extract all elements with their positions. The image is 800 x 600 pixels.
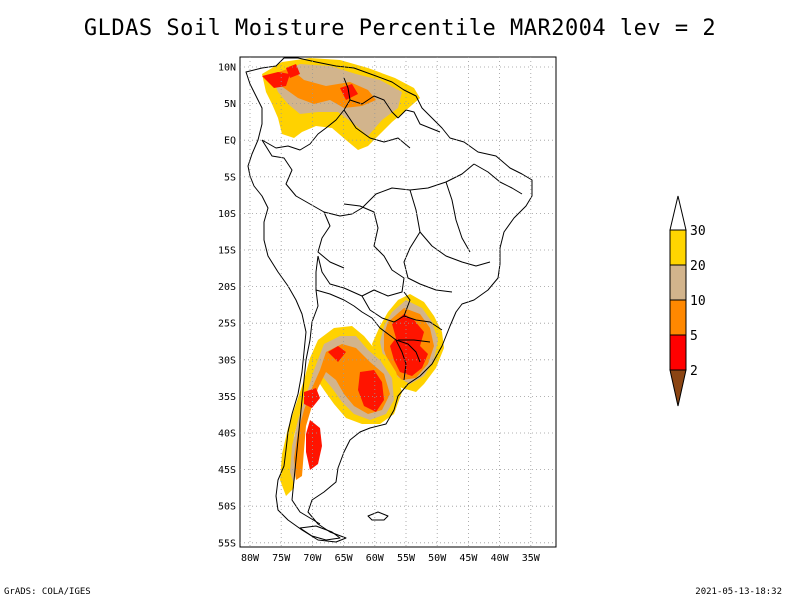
lon-tick-label: 45W — [459, 553, 478, 564]
colorbar-labels: 30 20 10 5 2 — [690, 224, 706, 379]
tierra-del-fuego — [299, 525, 341, 541]
border-ecuador-peru — [261, 139, 363, 217]
border-bolivia — [317, 203, 405, 297]
border-brazil-internal-1 — [361, 163, 475, 209]
colorbar-box-20 — [669, 264, 687, 301]
latitude-axis: 10N 5N EQ 5S 10S 15S 20S 25S 30S 35S 40S 45S 50S 55S — [218, 63, 236, 550]
lon-tick-label: 80W — [241, 553, 260, 564]
shade-north-red-1 — [262, 72, 290, 88]
longitude-axis: 80W 75W 70W 65W 60W 55W 50W 45W 40W 35W — [241, 553, 541, 564]
colorbar-below-arrow — [669, 369, 687, 407]
lat-tick-label: 5N — [224, 99, 236, 110]
colorbar-label: 30 — [690, 224, 706, 239]
lat-tick-label: 30S — [218, 355, 236, 366]
lat-tick-label: EQ — [224, 136, 236, 147]
lon-tick-label: 35W — [522, 553, 541, 564]
colorbar — [669, 195, 687, 407]
shade-arg-red-3 — [304, 388, 320, 408]
lat-tick-label: 25S — [218, 319, 236, 330]
colorbar-label: 10 — [690, 294, 706, 309]
footer-timestamp: 2021-05-13-18:32 — [695, 587, 782, 597]
border-brazil-internal-4 — [473, 163, 523, 195]
border-guianas — [397, 109, 441, 133]
border-brazil-internal-7 — [398, 339, 431, 343]
grid-lines — [240, 57, 556, 547]
lon-tick-label: 65W — [335, 553, 354, 564]
footer-credit: GrADS: COLA/IGES — [4, 587, 91, 597]
border-chile-argentina — [291, 289, 321, 525]
lon-tick-label: 40W — [491, 553, 510, 564]
colorbar-box-30 — [669, 229, 687, 266]
border-peru-chile — [315, 255, 319, 290]
falkland-islands — [367, 511, 389, 521]
border-uruguay — [395, 339, 407, 381]
lon-tick-label: 50W — [428, 553, 447, 564]
shade-arg-red-4 — [328, 346, 346, 362]
border-brazil-internal-3 — [445, 181, 471, 253]
border-brazil-internal-2 — [409, 189, 491, 267]
lon-tick-label: 60W — [366, 553, 385, 564]
lat-tick-label: 35S — [218, 392, 236, 403]
colorbar-box-5 — [669, 334, 687, 371]
shade-arg-red-2 — [306, 420, 322, 470]
lat-tick-label: 50S — [218, 502, 236, 513]
border-peru-brazil — [317, 211, 345, 269]
colorbar-above-arrow — [669, 195, 687, 231]
lat-tick-label: 45S — [218, 465, 236, 476]
lat-tick-label: 20S — [218, 282, 236, 293]
coastline — [245, 57, 533, 543]
border-colombia — [261, 77, 351, 151]
border-paraguay — [361, 291, 411, 323]
border-brazil-internal-5 — [403, 231, 453, 293]
border-brazil-internal-6 — [403, 315, 443, 331]
colorbar-label: 20 — [690, 259, 706, 274]
map-title: GLDAS Soil Moisture Percentile MAR2004 l… — [83, 16, 717, 41]
lat-tick-label: 15S — [218, 246, 236, 257]
lat-tick-label: 10S — [218, 209, 236, 220]
lat-tick-label: 10N — [218, 63, 236, 74]
colorbar-label: 2 — [690, 364, 698, 379]
shade-north-red-2 — [286, 64, 300, 78]
plot-frame — [239, 56, 557, 548]
colorbar-label: 5 — [690, 329, 698, 344]
south-america-outline — [245, 57, 533, 543]
lon-tick-label: 55W — [397, 553, 416, 564]
lat-tick-label: 40S — [218, 429, 236, 440]
lat-tick-label: 55S — [218, 538, 236, 549]
lon-tick-label: 70W — [303, 553, 322, 564]
lat-tick-label: 5S — [224, 172, 236, 183]
lon-tick-label: 75W — [272, 553, 291, 564]
shade-arg-red-1 — [358, 370, 384, 412]
colorbar-box-10 — [669, 299, 687, 336]
